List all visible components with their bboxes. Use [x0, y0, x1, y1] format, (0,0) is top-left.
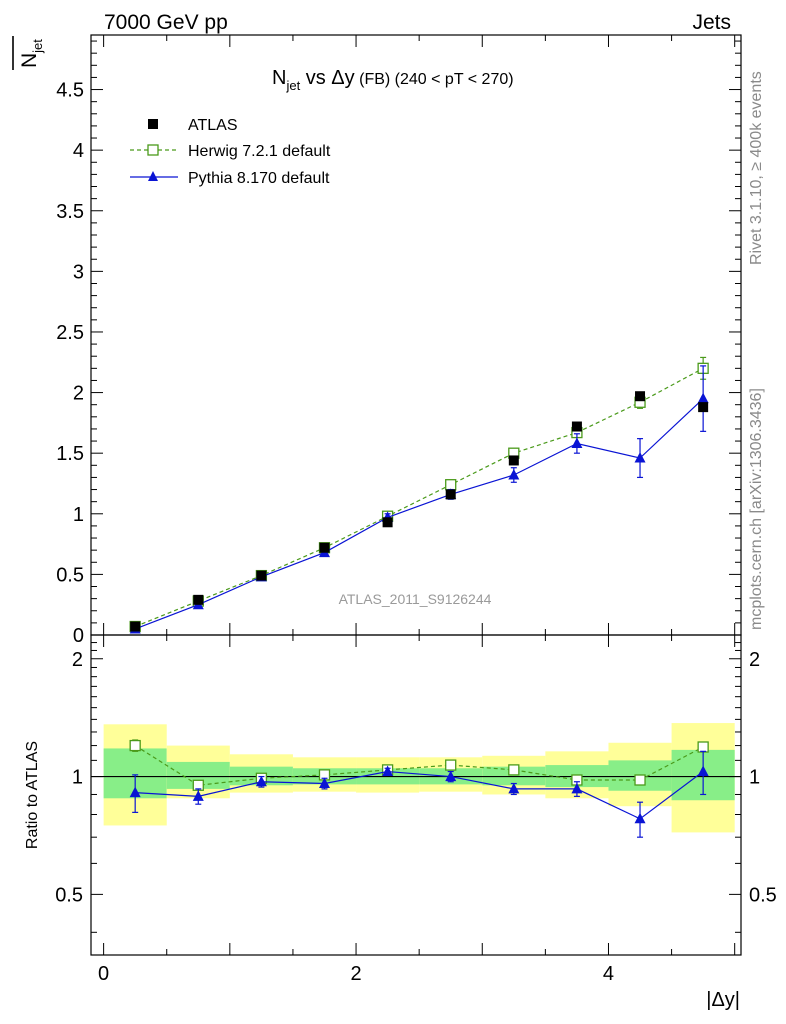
rivet-version-label: Rivet 3.1.10, ≥ 400k events [748, 71, 765, 265]
x-tick-label: 2 [350, 963, 361, 985]
main-atlas-point [382, 517, 393, 528]
x-axis-label: |Δy| [706, 989, 740, 1011]
ratio-herwig-point [445, 759, 457, 771]
title-main: N [272, 67, 286, 89]
ratio-axis-ticks: 0.5 0.5 1 1 2 2 0 2 4 [55, 635, 777, 985]
main-atlas-point [193, 594, 204, 605]
main-atlas-point [130, 621, 141, 632]
ratio-y-tick-label-right: 1 [749, 767, 760, 789]
legend: ATLAS Herwig 7.2.1 default Pythia 8.170 … [130, 117, 331, 187]
ratio-herwig-line [134, 745, 704, 786]
legend-herwig-label: Herwig 7.2.1 default [188, 143, 331, 160]
ratio-pythia-point [192, 790, 204, 801]
ratio-herwig-point [697, 741, 709, 753]
main-herwig-point [445, 479, 457, 491]
ratio-plot-frame [90, 634, 742, 956]
legend-herwig: Herwig 7.2.1 default [130, 143, 331, 160]
main-y-tick-label: 4.5 [56, 80, 84, 102]
title-sub: jet [285, 78, 300, 93]
main-atlas-point [698, 402, 709, 413]
ratio-y-tick-label: 2 [72, 649, 83, 671]
main-y-tick-label: 4 [73, 140, 84, 162]
legend-atlas-marker [148, 119, 158, 129]
ratio-pythia-point [634, 812, 646, 824]
ratio-y-tick-label-right: 0.5 [749, 884, 777, 906]
legend-pythia-marker [148, 171, 158, 181]
ratio-pythia-point [382, 765, 394, 777]
svg-text:Njet: Njet [18, 39, 45, 68]
main-atlas-point [319, 542, 330, 553]
ratio-herwig-point [508, 764, 520, 776]
main-pythia-point [634, 452, 646, 463]
ratio-pythia-point [318, 777, 330, 789]
x-tick-label: 0 [98, 963, 109, 985]
main-herwig-line [134, 367, 704, 628]
energy-label: 7000 GeV pp [104, 11, 228, 34]
ratio-herwig-point [129, 739, 141, 752]
main-y-tick-label: 1.5 [56, 443, 84, 465]
legend-atlas-label: ATLAS [188, 117, 238, 134]
main-atlas-point [508, 455, 519, 466]
main-atlas-point [635, 391, 646, 402]
ratio-herwig-point [634, 774, 646, 786]
main-pythia-point [508, 469, 520, 480]
legend-pythia-label: Pythia 8.170 default [188, 170, 330, 187]
main-pythia-point [571, 437, 583, 448]
main-title: Njet vs Δy (FB) (240 < pT < 270) [272, 67, 514, 93]
main-atlas-point [571, 421, 582, 432]
ratio-pythia-point [255, 775, 267, 787]
ratio-pythia-point [508, 782, 520, 794]
ratio-pythia-point [129, 786, 141, 798]
main-y-tick-label: 2 [73, 383, 84, 405]
title-vs: vs Δy [300, 67, 354, 89]
legend-herwig-marker [147, 144, 159, 156]
ratio-pythia-point [697, 765, 709, 777]
analysis-watermark: ATLAS_2011_S9126244 [339, 591, 492, 607]
main-y-label-sub: jet [30, 39, 45, 54]
ratio-pythia-line [135, 770, 704, 820]
x-tick-label: 4 [603, 963, 614, 985]
main-y-label: Njet [12, 36, 45, 70]
ratio-pythia-point [445, 770, 457, 782]
mcplots-label: mcplots.cern.ch [arXiv:1306.3436] [748, 388, 765, 630]
main-y-tick-label: 0.5 [56, 564, 84, 586]
main-y-tick-label: 2.5 [56, 322, 84, 344]
process-label: Jets [692, 11, 731, 34]
main-y-label-main: N [18, 53, 41, 68]
legend-pythia: Pythia 8.170 default [130, 170, 330, 187]
main-atlas-point [445, 489, 456, 500]
ratio-y-tick-label: 0.5 [55, 884, 83, 906]
main-plot-marks [129, 356, 709, 634]
main-axis-ticks: 0 0.5 1 1.5 2 2.5 3 3.5 4 4.5 [56, 35, 741, 647]
ratio-pythia-point [571, 782, 583, 794]
ratio-plot-marks [129, 739, 709, 838]
main-pythia-point [697, 392, 709, 404]
legend-atlas: ATLAS [148, 117, 238, 134]
main-y-tick-label: 3 [73, 261, 84, 283]
ratio-y-label: Ratio to ATLAS [24, 741, 41, 849]
main-y-tick-label: 3.5 [56, 201, 84, 223]
main-y-tick-label: 1 [73, 504, 84, 526]
main-atlas-point [256, 570, 267, 581]
title-fb: (FB) [355, 71, 391, 88]
main-y-tick-label: 0 [73, 625, 84, 647]
ratio-y-tick-label-right: 2 [749, 649, 760, 671]
main-pythia-line [134, 398, 704, 630]
title-range: (240 < pT < 270) [390, 71, 513, 88]
ratio-y-tick-label: 1 [72, 767, 83, 789]
